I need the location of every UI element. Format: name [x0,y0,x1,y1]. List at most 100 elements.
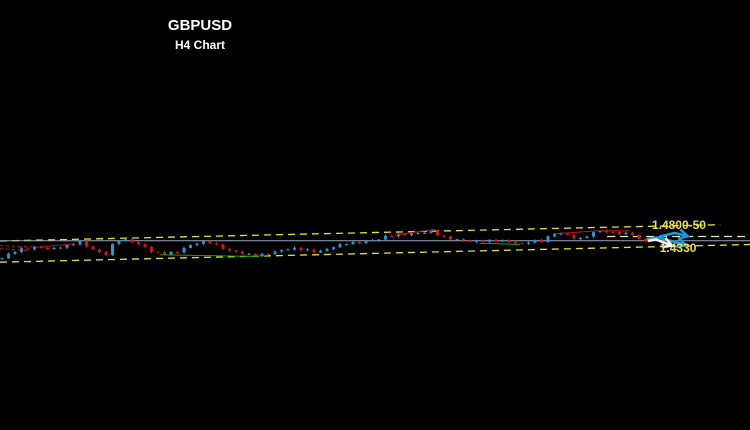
candle-body [299,247,303,251]
candle-body [631,232,634,236]
candle-body [416,233,420,235]
candle-body [46,248,49,250]
candle-body [455,239,459,241]
candle-body [176,251,179,253]
candle-body [254,253,257,256]
candle-body [364,241,368,244]
red-trendline [395,228,435,236]
candle-body [429,231,433,233]
candle-body [605,231,608,233]
projection-arrow-line [647,238,673,247]
candle-body [319,250,322,253]
lower-channel-line [0,243,750,263]
candle-body [624,232,628,235]
red-trendline [555,230,630,235]
red-dashed-trendline [0,248,30,252]
projection-arrow-line [659,231,689,238]
candle-body [468,240,472,242]
candle-body [377,239,381,241]
candle-body [644,238,647,242]
candle-body [501,240,504,242]
arrowhead-icon [677,228,691,240]
candle-body [0,258,4,260]
candle-body [527,242,530,244]
candle-body [104,251,108,255]
candle-body [338,244,342,248]
candle-body [507,240,511,242]
candle-body [514,241,517,244]
candle-body [91,246,95,250]
candle-body [208,241,212,244]
candle-body [592,232,595,237]
candle-body [150,246,153,252]
level-label-1.4330: 1.4330 [659,241,697,255]
candle-body [384,235,387,240]
candle-body [98,249,101,252]
candle-body [325,248,329,251]
candle-body [85,240,88,247]
candle-body [436,231,439,236]
candle-body [33,246,36,250]
candle-body [267,253,270,255]
candle-body [189,244,192,248]
candle-body [371,240,374,242]
candle-body [202,241,205,244]
candle-body [520,243,524,245]
candle-body [247,253,251,255]
candle-body [358,241,361,244]
candle-body [462,239,465,241]
candle-body [553,234,556,237]
candle-body [26,248,30,250]
candle-body [20,248,23,252]
candle-body [78,240,82,245]
chart-subtitle: H4 Chart [174,38,225,52]
candle-body [260,253,264,256]
candle-body [111,243,114,255]
candle-body [72,244,75,246]
candle-body [163,251,166,255]
candle-body [449,236,452,240]
candle-body [13,251,17,254]
candle-body [137,242,140,244]
candle-body [143,243,147,247]
candle-body [442,235,446,237]
green-trendline [479,242,521,245]
upper-channel-line [0,224,721,242]
candle-body [169,251,173,255]
candle-body [280,250,283,252]
candle-body [403,233,407,236]
candle-body [228,248,231,251]
candle-body [572,234,576,239]
candle-body [533,239,537,243]
candle-body [332,247,335,249]
candle-body [221,244,225,249]
candle-body [293,247,296,250]
candle-body [156,251,160,253]
arrowhead-icon [675,237,689,249]
candle-body [351,241,355,245]
candle-body [579,237,582,239]
candle-body [345,244,348,246]
candle-body [312,249,316,253]
candle-body [598,231,602,233]
candle-body [410,233,413,236]
candle-body [124,239,127,242]
arrowhead-icon [662,237,675,249]
projection-arrow-line [646,236,687,247]
candle-body [618,232,621,235]
candle-body [273,251,277,255]
candle-body [494,239,498,242]
candle-body [546,236,550,242]
candle-body [7,253,10,259]
candle-body [611,231,615,233]
candle-body [241,251,244,254]
candle-body [195,243,199,245]
red-trendline [40,243,75,248]
candle-body [182,247,186,253]
candle-body [423,232,426,234]
candle-body [286,249,290,251]
candle-body [215,243,218,245]
candle-body [481,240,485,242]
